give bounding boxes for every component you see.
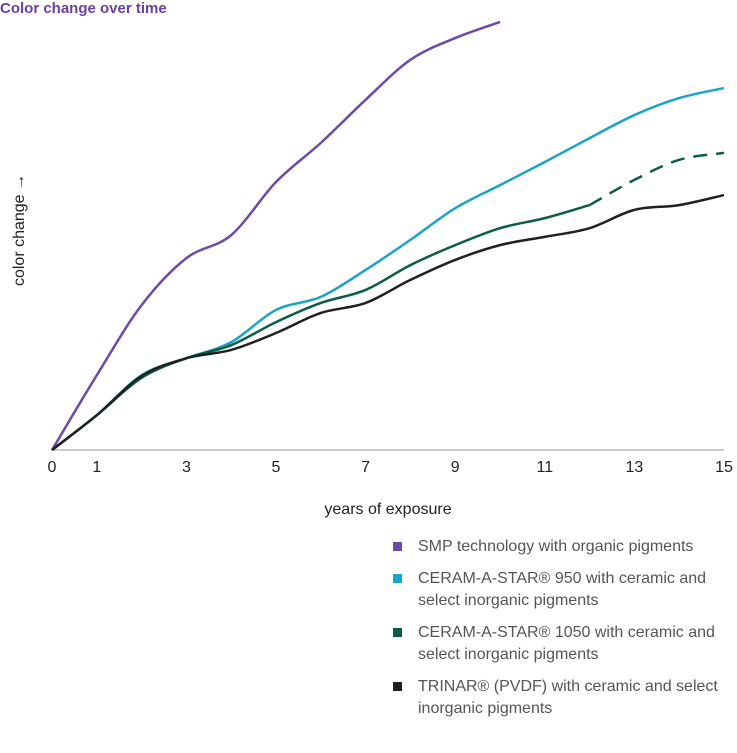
legend-swatch xyxy=(393,628,402,637)
legend-label: CERAM-A-STAR® 950 with ceramic and selec… xyxy=(418,570,707,609)
legend-entry: SMP technology with organic pigments xyxy=(393,536,733,558)
legend-swatch xyxy=(393,682,402,691)
series-line xyxy=(51,203,590,451)
x-tick-label: 11 xyxy=(536,459,553,476)
legend: SMP technology with organic pigments CERA… xyxy=(393,536,733,720)
series-line xyxy=(51,193,725,451)
x-axis-label: years of exposure xyxy=(324,501,451,518)
x-tick-label: 13 xyxy=(626,459,644,476)
legend-label: CERAM-A-STAR® 1050 with ceramic and sele… xyxy=(418,624,715,663)
series-line xyxy=(50,20,501,451)
legend-swatch xyxy=(393,542,402,551)
series-line xyxy=(588,151,725,207)
x-tick-label: 9 xyxy=(451,459,460,476)
x-tick-label: 0 xyxy=(48,459,57,476)
x-tick-label: 5 xyxy=(272,459,281,476)
legend-label: TRINAR® (PVDF) with ceramic and select i… xyxy=(418,678,718,717)
series-line xyxy=(51,86,725,451)
legend-entry: TRINAR® (PVDF) with ceramic and select i… xyxy=(393,676,733,720)
x-tick-label: 15 xyxy=(715,459,733,476)
y-axis-label: color change → xyxy=(11,174,28,286)
x-tick-label: 7 xyxy=(361,459,370,476)
x-tick-label: 3 xyxy=(182,459,191,476)
x-tick-label: 1 xyxy=(92,459,101,476)
legend-label: SMP technology with organic pigments xyxy=(418,538,694,555)
chart-title: Color change over time xyxy=(0,0,167,17)
legend-entry: CERAM-A-STAR® 950 with ceramic and selec… xyxy=(393,568,733,612)
legend-swatch xyxy=(393,574,402,583)
legend-entry: CERAM-A-STAR® 1050 with ceramic and sele… xyxy=(393,622,733,666)
